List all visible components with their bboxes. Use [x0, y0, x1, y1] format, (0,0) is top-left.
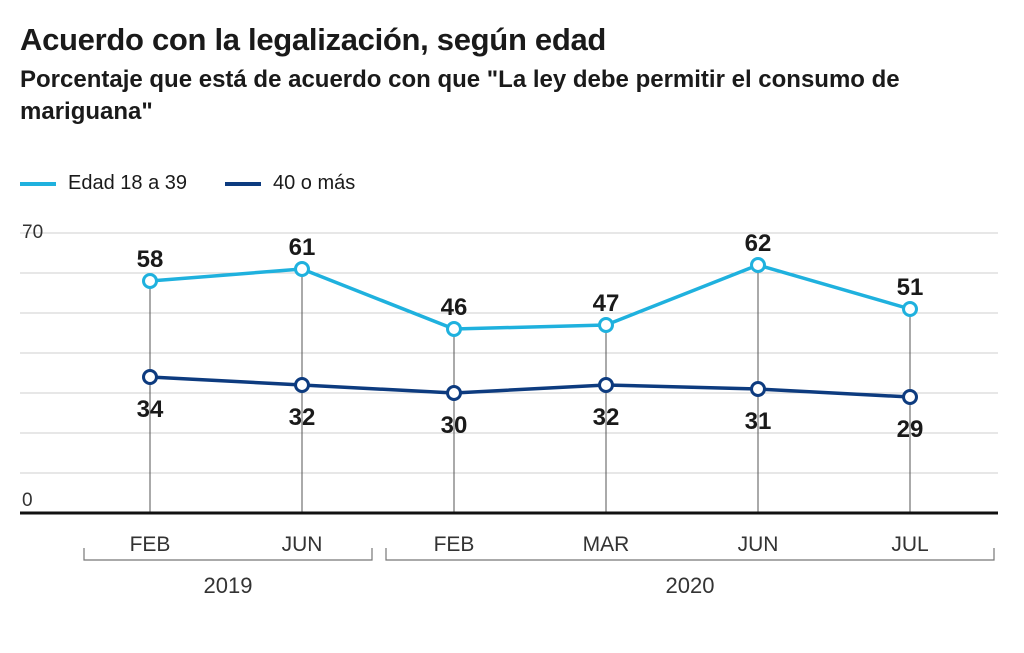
legend-item-young: Edad 18 a 39	[20, 172, 187, 195]
legend-label-young: Edad 18 a 39	[68, 172, 187, 194]
data-label: 32	[593, 404, 620, 431]
year-bracket	[83, 548, 373, 561]
data-label: 29	[897, 416, 924, 443]
x-tick-label: FEB	[130, 533, 171, 556]
data-label: 32	[289, 404, 316, 431]
x-tick-label: MAR	[583, 533, 630, 556]
series-older: 34 32 30 32 31 29	[137, 369, 924, 443]
x-tick-label: JUL	[891, 533, 928, 556]
data-label: 51	[897, 274, 924, 301]
x-tick-labels: FEB JUN FEB MAR JUN JUL	[130, 533, 929, 556]
data-label: 31	[745, 408, 772, 435]
series-line	[149, 375, 911, 399]
legend: Edad 18 a 39 40 o más	[20, 172, 393, 195]
x-tick-label: FEB	[434, 533, 475, 556]
series-lines: 58 61 46 47 62 51 34 32 30 32 31 29	[137, 230, 924, 443]
legend-label-older: 40 o más	[273, 172, 356, 194]
data-label: 47	[593, 290, 620, 317]
legend-swatch-older	[225, 181, 261, 186]
data-point	[446, 385, 462, 401]
year-label: 2020	[666, 573, 715, 598]
data-point	[598, 377, 614, 393]
data-point	[902, 301, 918, 317]
data-point	[750, 257, 766, 273]
y-tick-label-max: 70	[22, 222, 43, 243]
data-label: 61	[289, 234, 316, 261]
chart-title: Acuerdo con la legalización, según edad	[20, 22, 607, 57]
data-point	[446, 321, 462, 337]
legend-swatch-young	[20, 181, 56, 186]
legend-item-older: 40 o más	[225, 172, 355, 195]
data-label: 46	[441, 294, 468, 321]
year-bracket	[385, 548, 995, 561]
data-point	[598, 317, 614, 333]
data-label: 62	[745, 230, 772, 257]
data-point	[142, 273, 158, 289]
grid-lines	[20, 232, 998, 474]
data-point	[294, 261, 310, 277]
x-tick-label: JUN	[282, 533, 323, 556]
data-point	[294, 377, 310, 393]
y-tick-labels: 70 0	[22, 222, 43, 511]
year-groups: 2019 2020	[83, 548, 995, 598]
x-tick-label: JUN	[738, 533, 779, 556]
data-label: 58	[137, 246, 164, 273]
year-label: 2019	[204, 573, 253, 598]
data-point	[750, 381, 766, 397]
y-tick-label-min: 0	[22, 490, 33, 511]
chart-subtitle: Porcentaje que está de acuerdo con que "…	[20, 66, 900, 125]
data-label: 34	[137, 396, 164, 423]
series-young: 58 61 46 47 62 51	[137, 230, 924, 337]
data-label: 30	[441, 412, 468, 439]
data-point	[902, 389, 918, 405]
data-point	[142, 369, 158, 385]
series-line	[149, 263, 911, 331]
